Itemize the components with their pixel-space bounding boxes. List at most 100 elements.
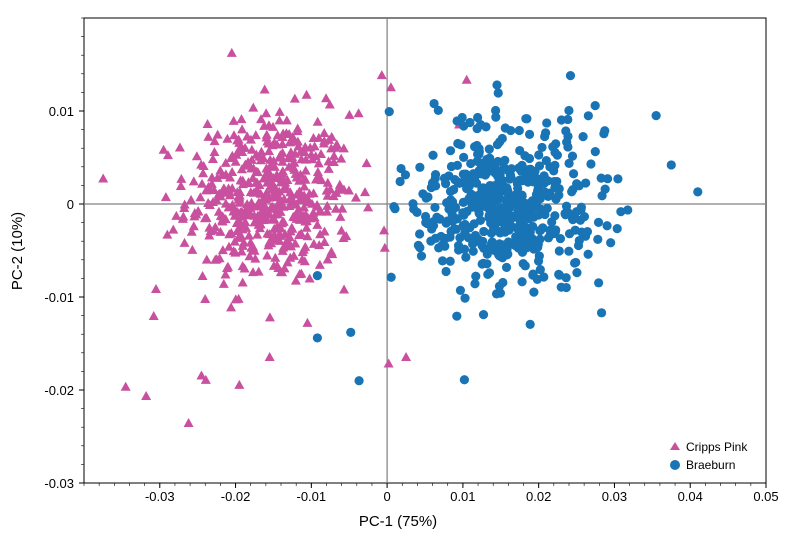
data-point-braeburn [548, 142, 558, 152]
data-point-cripps-pink [330, 203, 341, 213]
data-point-braeburn [597, 191, 607, 201]
x-tick-label: 0.01 [450, 489, 475, 504]
data-point-braeburn [570, 213, 580, 223]
data-point-braeburn [521, 199, 531, 209]
data-point-cripps-pink [273, 192, 284, 202]
data-point-cripps-pink [236, 219, 247, 229]
data-point-braeburn [572, 268, 582, 278]
data-point-cripps-pink [303, 197, 314, 207]
data-point-cripps-pink [244, 251, 255, 261]
data-point-braeburn [545, 230, 555, 240]
data-point-braeburn [612, 224, 622, 234]
data-point-cripps-pink [200, 293, 211, 303]
data-point-cripps-pink [295, 146, 306, 156]
data-point-braeburn [602, 221, 612, 231]
data-point-cripps-pink [229, 236, 240, 246]
data-point-cripps-pink [215, 165, 226, 175]
y-tick-label: -0.01 [44, 290, 74, 305]
data-point-cripps-pink [196, 370, 207, 380]
data-point-cripps-pink [300, 154, 311, 164]
data-point-cripps-pink [280, 229, 291, 239]
data-point-braeburn [564, 246, 574, 256]
data-point-cripps-pink [237, 261, 248, 271]
data-point-cripps-pink [328, 191, 339, 201]
data-point-braeburn [666, 160, 676, 170]
data-point-braeburn [421, 193, 431, 203]
x-tick-label: 0.02 [526, 489, 551, 504]
data-point-cripps-pink [282, 257, 293, 267]
data-point-cripps-pink [353, 108, 364, 118]
data-point-cripps-pink [248, 244, 259, 254]
data-point-braeburn [524, 129, 535, 139]
data-point-cripps-pink [220, 198, 231, 208]
data-point-cripps-pink [150, 284, 161, 294]
data-point-cripps-pink [315, 148, 326, 158]
data-point-cripps-pink [313, 158, 324, 168]
data-point-braeburn [574, 181, 584, 191]
data-point-cripps-pink [183, 417, 194, 427]
data-point-braeburn [564, 229, 575, 239]
data-point-braeburn [623, 205, 633, 215]
x-tick-label: 0.05 [753, 489, 778, 504]
y-tick-label: 0.01 [49, 104, 74, 119]
data-point-braeburn [593, 217, 604, 227]
data-point-braeburn [409, 204, 419, 214]
x-tick-label: 0.03 [602, 489, 627, 504]
data-point-braeburn [426, 236, 436, 246]
data-point-braeburn [485, 200, 495, 210]
data-point-braeburn [586, 159, 596, 169]
data-point-cripps-pink [284, 232, 295, 242]
data-point-cripps-pink [245, 134, 256, 144]
data-point-braeburn [384, 107, 394, 117]
data-point-braeburn [516, 216, 527, 227]
data-point-cripps-pink [322, 206, 333, 216]
data-point-cripps-pink [258, 204, 269, 214]
data-point-cripps-pink [202, 119, 213, 129]
data-point-braeburn [552, 150, 562, 160]
data-point-cripps-pink [263, 138, 274, 148]
data-point-cripps-pink [321, 93, 332, 103]
data-point-cripps-pink [286, 193, 297, 203]
data-point-braeburn [457, 112, 467, 123]
data-point-braeburn [445, 146, 456, 156]
data-point-braeburn [541, 156, 551, 166]
data-point-braeburn [483, 269, 493, 280]
data-point-braeburn [460, 293, 470, 303]
data-point-cripps-pink [274, 186, 285, 196]
data-point-cripps-pink [251, 166, 262, 176]
data-point-braeburn [510, 190, 520, 200]
data-point-cripps-pink [221, 263, 232, 273]
data-point-cripps-pink [300, 165, 311, 175]
data-point-braeburn [565, 71, 576, 81]
data-point-braeburn [525, 230, 535, 240]
data-point-cripps-pink [218, 278, 229, 288]
data-point-braeburn [593, 234, 603, 244]
data-point-braeburn [613, 174, 623, 184]
data-point-cripps-pink [292, 123, 303, 133]
data-point-braeburn [564, 105, 574, 116]
data-point-braeburn [534, 150, 544, 160]
data-point-braeburn [481, 122, 491, 132]
data-point-braeburn [464, 194, 474, 204]
data-point-cripps-pink [227, 166, 238, 176]
data-point-braeburn [528, 221, 538, 232]
data-point-cripps-pink [296, 268, 307, 278]
data-point-braeburn [532, 201, 542, 211]
data-point-braeburn [445, 256, 455, 266]
data-point-braeburn [435, 214, 445, 224]
data-point-braeburn [478, 310, 489, 320]
data-point-cripps-pink [330, 142, 341, 152]
data-point-cripps-pink [350, 192, 361, 202]
data-point-cripps-pink [289, 93, 300, 103]
data-point-braeburn [541, 128, 551, 138]
data-point-braeburn [437, 256, 448, 266]
data-point-cripps-pink [264, 161, 275, 171]
data-point-cripps-pink [175, 181, 186, 191]
data-point-braeburn [479, 226, 489, 237]
data-point-braeburn [460, 228, 470, 238]
data-point-braeburn [452, 160, 462, 170]
data-point-braeburn [415, 162, 425, 172]
data-point-braeburn [583, 249, 593, 259]
data-point-cripps-pink [220, 269, 231, 279]
data-point-cripps-pink [188, 176, 199, 186]
